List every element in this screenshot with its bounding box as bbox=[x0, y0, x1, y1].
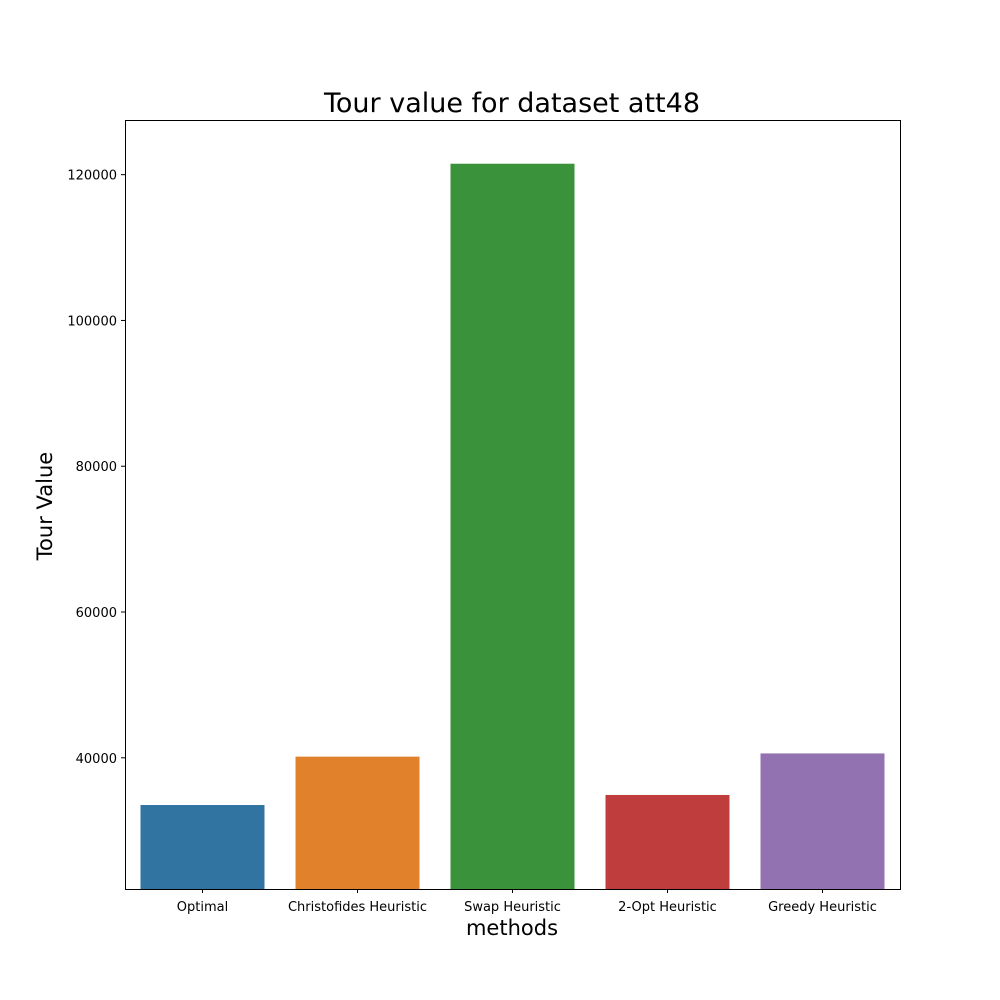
y-tick-label: 60000 bbox=[76, 606, 117, 621]
bar-swap-heuristic bbox=[450, 163, 575, 889]
x-axis: Optimal Christofides Heuristic Swap Heuris… bbox=[177, 889, 877, 915]
x-tick-label: 2-Opt Heuristic bbox=[618, 900, 717, 915]
bar-optimal bbox=[140, 805, 265, 889]
x-tick-label: Greedy Heuristic bbox=[768, 900, 877, 915]
bars-group bbox=[140, 163, 885, 889]
x-axis-title: methods bbox=[466, 916, 558, 940]
y-axis-title: Tour Value bbox=[33, 452, 57, 561]
chart-title: Tour value for dataset att48 bbox=[323, 88, 700, 119]
x-tick-label: Swap Heuristic bbox=[464, 900, 561, 915]
bar-2-opt-heuristic bbox=[605, 794, 730, 889]
y-tick-label: 120000 bbox=[67, 169, 117, 184]
y-axis: 40000 60000 80000 100000 120000 bbox=[67, 169, 125, 767]
y-tick-label: 40000 bbox=[76, 752, 117, 767]
y-tick-label: 80000 bbox=[76, 460, 117, 475]
bar-christofides-heuristic bbox=[295, 756, 420, 889]
y-tick-label: 100000 bbox=[67, 314, 117, 329]
x-tick-label: Optimal bbox=[177, 900, 228, 915]
x-tick-label: Christofides Heuristic bbox=[288, 900, 427, 915]
bar-greedy-heuristic bbox=[760, 753, 885, 889]
